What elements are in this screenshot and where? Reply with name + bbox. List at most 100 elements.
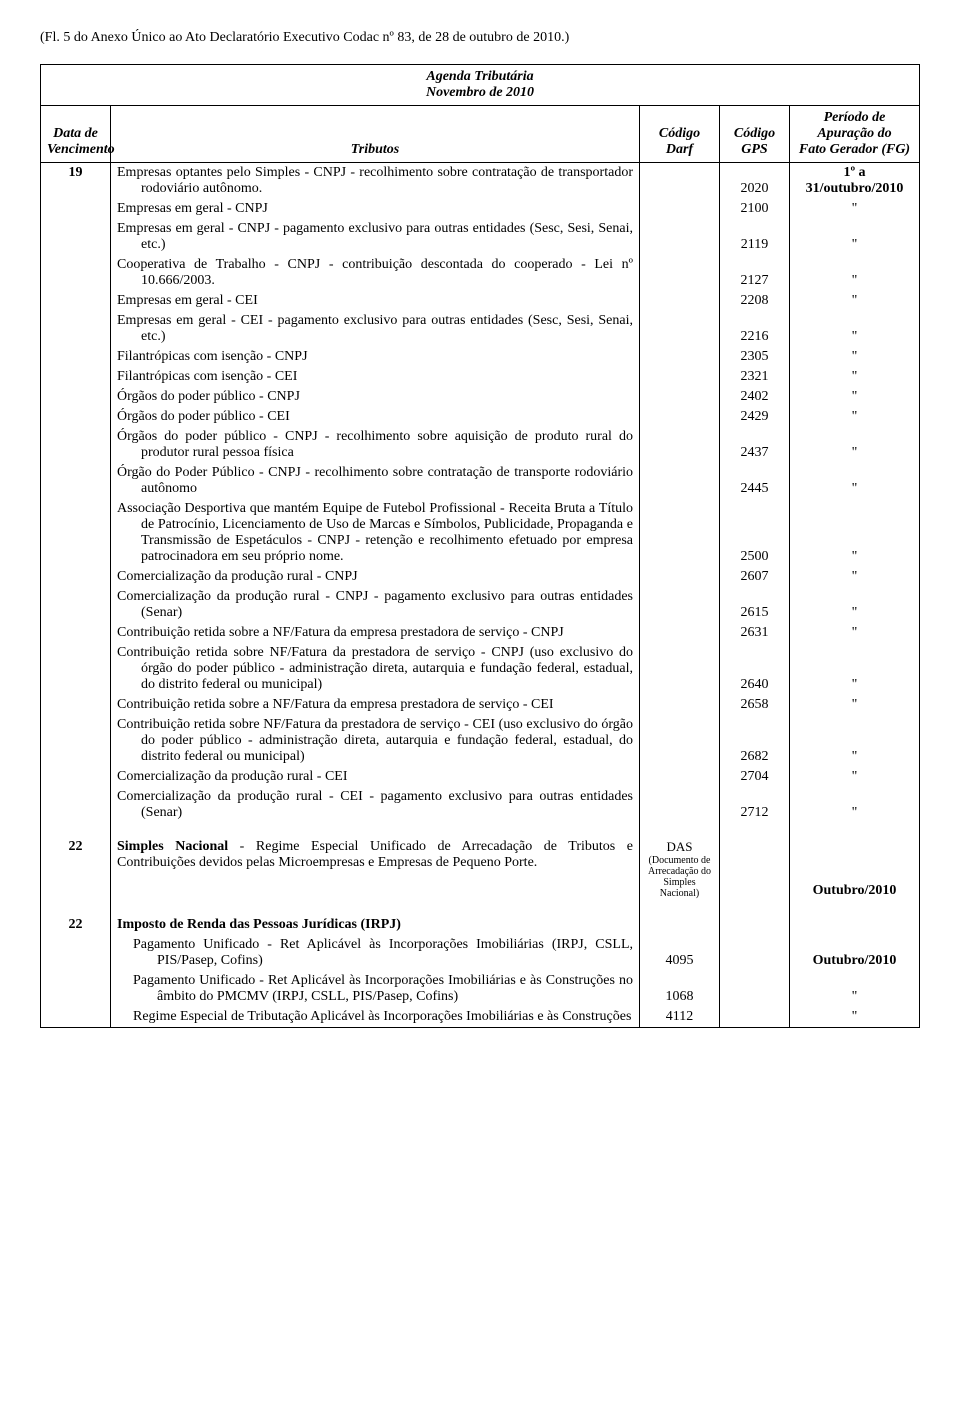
tribute-text: Filantrópicas com isenção - CNPJ <box>111 347 640 367</box>
tribute-text: Cooperativa de Trabalho - CNPJ - contrib… <box>111 255 640 291</box>
row-22a-darf-l1: DAS <box>646 839 713 855</box>
fg-cell: " <box>790 311 920 347</box>
fg-cell: " <box>790 715 920 767</box>
table-row: Cooperativa de Trabalho - CNPJ - contrib… <box>41 255 920 291</box>
tribute-text: Contribuição retida sobre a NF/Fatura da… <box>111 623 640 643</box>
darf-cell <box>640 787 720 823</box>
col-periodo: Período de Apuração do Fato Gerador (FG) <box>790 106 920 163</box>
table-row: Órgãos do poder público - CEI 2429" <box>41 407 920 427</box>
tribute-text: Empresas em geral - CNPJ <box>111 199 640 219</box>
fg-cell: " <box>790 367 920 387</box>
row-22a-darf-l2: (Documento de Arrecadação do Simples Nac… <box>646 855 713 899</box>
table-row: 22Imposto de Renda das Pessoas Jurídicas… <box>41 915 920 935</box>
col-gps-l2: GPS <box>726 142 783 158</box>
col-periodo-l3: Fato Gerador (FG) <box>796 142 913 158</box>
row-22a: 22 Simples Nacional - Regime Especial Un… <box>41 837 920 901</box>
darf-cell <box>640 715 720 767</box>
row-22a-date: 22 <box>41 837 111 901</box>
gps-cell: 2100 <box>720 199 790 219</box>
gps-cell: 2682 <box>720 715 790 767</box>
gps-cell: 2429 <box>720 407 790 427</box>
gps-cell: 2500 <box>720 499 790 567</box>
row-22b-date: 22 <box>41 915 111 1028</box>
col-periodo-l1: Período de <box>796 110 913 126</box>
col-gps-l1: Código <box>726 126 783 142</box>
table-row: Associação Desportiva que mantém Equipe … <box>41 499 920 567</box>
tribute-text: Filantrópicas com isenção - CEI <box>111 367 640 387</box>
tribute-text: Contribuição retida sobre a NF/Fatura da… <box>111 695 640 715</box>
darf-cell <box>640 567 720 587</box>
row-22a-text: Simples Nacional - Regime Especial Unifi… <box>111 837 640 901</box>
fg-cell: Outubro/2010 <box>790 935 920 971</box>
gps-cell: 2712 <box>720 787 790 823</box>
gps-cell: 2631 <box>720 623 790 643</box>
fg-cell: " <box>790 1007 920 1028</box>
gps-cell <box>720 1007 790 1028</box>
gps-cell: 2658 <box>720 695 790 715</box>
row-22b-title: Imposto de Renda das Pessoas Jurídicas (… <box>111 915 640 935</box>
darf-cell <box>640 199 720 219</box>
col-data-l1: Data de <box>47 126 104 142</box>
tribute-text: Pagamento Unificado - Ret Aplicável às I… <box>111 935 640 971</box>
darf-cell <box>640 643 720 695</box>
fg-cell: " <box>790 587 920 623</box>
fg-cell: " <box>790 407 920 427</box>
tribute-text: Órgãos do poder público - CEI <box>111 407 640 427</box>
col-darf-l2: Darf <box>646 142 713 158</box>
fg-cell: " <box>790 463 920 499</box>
table-row: Filantrópicas com isenção - CEI2321" <box>41 367 920 387</box>
tribute-text: Empresas optantes pelo Simples - CNPJ - … <box>111 163 640 200</box>
fg-cell: " <box>790 427 920 463</box>
tribute-text: Órgãos do poder público - CNPJ - recolhi… <box>111 427 640 463</box>
darf-cell: 4112 <box>640 1007 720 1028</box>
gps-cell: 2119 <box>720 219 790 255</box>
table-row: Contribuição retida sobre a NF/Fatura da… <box>41 695 920 715</box>
darf-cell <box>640 915 720 935</box>
tribute-text: Comercialização da produção rural - CEI <box>111 767 640 787</box>
darf-cell <box>640 623 720 643</box>
table-row: Empresas em geral - CEI2208" <box>41 291 920 311</box>
agenda-title-line1: Agenda Tributária <box>47 69 913 85</box>
gps-cell: 2402 <box>720 387 790 407</box>
agenda-title-line2: Novembro de 2010 <box>47 85 913 101</box>
tribute-text: Pagamento Unificado - Ret Aplicável às I… <box>111 971 640 1007</box>
fg-cell: " <box>790 567 920 587</box>
tribute-text: Associação Desportiva que mantém Equipe … <box>111 499 640 567</box>
darf-cell <box>640 367 720 387</box>
gps-cell: 2216 <box>720 311 790 347</box>
table-row: Empresas em geral - CEI - pagamento excl… <box>41 311 920 347</box>
gps-cell: 2437 <box>720 427 790 463</box>
gps-cell: 2640 <box>720 643 790 695</box>
col-darf-l1: Código <box>646 126 713 142</box>
fg-cell: " <box>790 623 920 643</box>
table-row: Órgão do Poder Público - CNPJ - recolhim… <box>41 463 920 499</box>
table-row: Contribuição retida sobre NF/Fatura da p… <box>41 643 920 695</box>
darf-cell <box>640 219 720 255</box>
fg-cell: " <box>790 971 920 1007</box>
darf-cell <box>640 311 720 347</box>
col-data: Data de Vencimento <box>41 106 111 163</box>
fg-cell: " <box>790 387 920 407</box>
col-periodo-l2: Apuração do <box>796 126 913 142</box>
darf-cell <box>640 163 720 200</box>
darf-cell <box>640 291 720 311</box>
table-row: Empresas em geral - CNPJ2100" <box>41 199 920 219</box>
tribute-text: Regime Especial de Tributação Aplicável … <box>111 1007 640 1028</box>
darf-cell <box>640 407 720 427</box>
tribute-text: Comercialização da produção rural - CNPJ… <box>111 587 640 623</box>
fg-cell: " <box>790 347 920 367</box>
table-row: Contribuição retida sobre NF/Fatura da p… <box>41 715 920 767</box>
darf-cell: 4095 <box>640 935 720 971</box>
row-19-date: 19 <box>41 163 111 824</box>
col-data-l2: Vencimento <box>47 142 104 158</box>
table-row: Regime Especial de Tributação Aplicável … <box>41 1007 920 1028</box>
fg-cell: " <box>790 291 920 311</box>
tribute-text: Empresas em geral - CEI - pagamento excl… <box>111 311 640 347</box>
fg-cell: 1º a 31/outubro/2010 <box>790 163 920 200</box>
darf-cell: 1068 <box>640 971 720 1007</box>
darf-cell <box>640 695 720 715</box>
fg-cell: " <box>790 499 920 567</box>
table-row: Comercialização da produção rural - CEI … <box>41 787 920 823</box>
table-row: Filantrópicas com isenção - CNPJ2305" <box>41 347 920 367</box>
table-row: Comercialização da produção rural - CEI2… <box>41 767 920 787</box>
